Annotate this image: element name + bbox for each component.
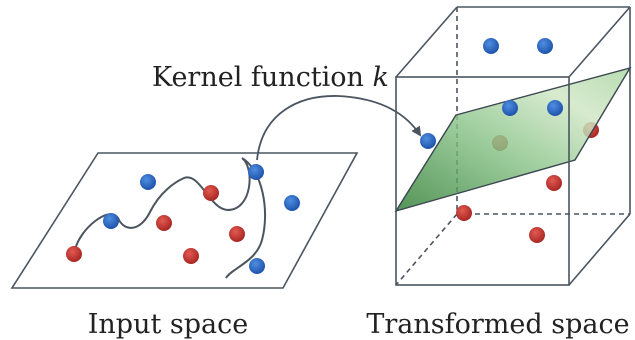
blue-point <box>420 133 436 149</box>
kernel-arrow <box>256 95 422 161</box>
blue-point <box>483 38 499 54</box>
transformed-points-front <box>420 100 563 243</box>
blue-point <box>249 258 265 274</box>
transformed-space-label: Transformed space <box>366 309 629 340</box>
blue-point <box>502 100 518 116</box>
red-point <box>66 246 82 262</box>
red-point <box>229 226 245 242</box>
red-point <box>529 227 545 243</box>
red-point <box>203 185 219 201</box>
blue-point <box>248 164 264 180</box>
blue-point <box>284 195 300 211</box>
blue-point <box>103 213 119 229</box>
kernel-function-label: Kernel function k <box>152 62 389 93</box>
kernel-symbol: k <box>373 62 389 93</box>
separating-hyperplane <box>394 66 632 213</box>
red-point <box>546 175 562 191</box>
input-space-points <box>66 164 300 274</box>
blue-point <box>537 38 553 54</box>
blue-point <box>547 100 563 116</box>
red-point <box>456 205 472 221</box>
blue-point <box>140 174 156 190</box>
transformed-space-cube-front <box>395 6 631 286</box>
input-space-plane <box>10 152 359 289</box>
red-point <box>156 215 172 231</box>
red-point <box>183 248 199 264</box>
input-space-label: Input space <box>88 309 249 340</box>
